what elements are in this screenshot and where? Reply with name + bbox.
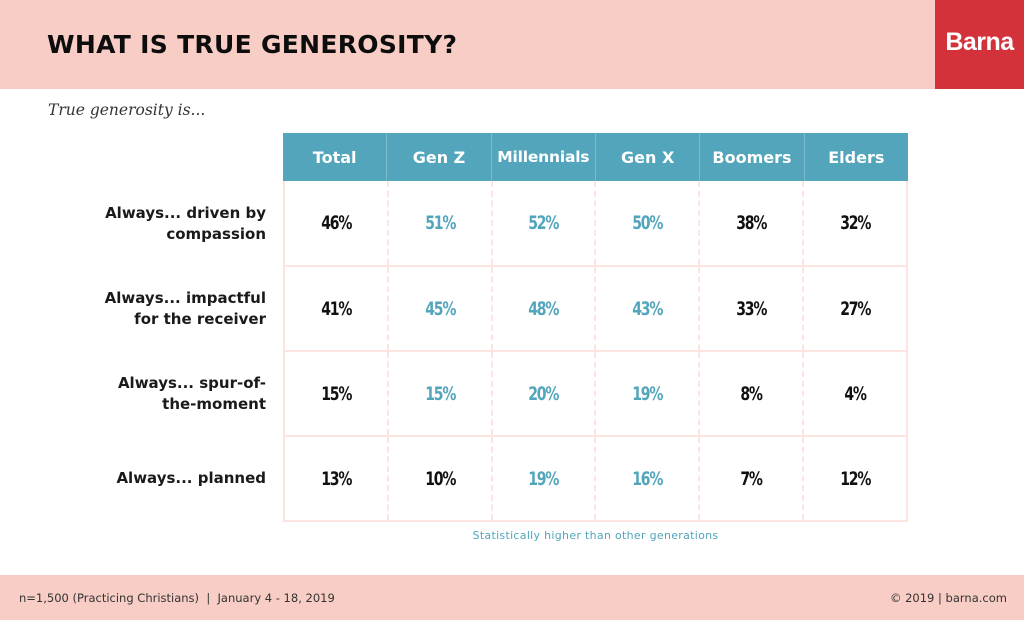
- row-labels: Always... driven by compassion Always... …: [60, 181, 266, 521]
- chart-subtitle: True generosity is...: [48, 101, 206, 119]
- table-cell-highlighted: 16%: [594, 437, 698, 520]
- table-cell: 38%: [698, 181, 802, 265]
- footer-band: n=1,500 (Practicing Christians) | Januar…: [0, 575, 1024, 620]
- table-cell-highlighted: 48%: [490, 267, 595, 350]
- table-cell-highlighted: 45%: [386, 267, 491, 350]
- table-body: 46% 51% 52% 50% 38% 32% 41% 45% 48% 43% …: [283, 181, 908, 522]
- column-header-elders: Elders: [803, 133, 908, 181]
- table-header: Total Gen Z Millennials Gen X Boomers El…: [283, 133, 908, 181]
- table-cell-highlighted: 20%: [490, 352, 595, 435]
- table-cell-highlighted: 52%: [490, 181, 595, 265]
- table-cell-highlighted: 19%: [594, 352, 698, 435]
- brand-logo-box: Barna: [935, 0, 1024, 89]
- table-cell-highlighted: 19%: [490, 437, 595, 520]
- column-header-total: Total: [312, 147, 357, 167]
- brand-logo: Barna: [945, 27, 1014, 56]
- table-row: 15% 15% 20% 19% 8% 4%: [285, 350, 906, 435]
- table-cell: 8%: [698, 352, 802, 435]
- table-cell-highlighted: 43%: [594, 267, 698, 350]
- row-label: Always... planned: [116, 469, 266, 487]
- column-header-millennials: Millennials: [490, 133, 595, 181]
- table-row: 46% 51% 52% 50% 38% 32%: [285, 181, 906, 265]
- column-header-gen-z: Gen Z: [386, 133, 490, 181]
- column-header-gen-x: Gen X: [594, 133, 699, 181]
- row-label: Always... driven by compassion: [105, 203, 266, 243]
- footer-source: n=1,500 (Practicing Christians) | Januar…: [19, 591, 335, 605]
- table-cell: 13%: [320, 467, 352, 490]
- row-label: Always... spur-of-the-moment: [117, 373, 266, 413]
- table-cell: 33%: [698, 267, 802, 350]
- table-cell-highlighted: 51%: [386, 181, 491, 265]
- table-cell: 7%: [698, 437, 802, 520]
- table-cell: 46%: [320, 212, 352, 234]
- row-label: Always... impactful for the receiver: [104, 288, 266, 328]
- table-cell-highlighted: 50%: [594, 181, 698, 265]
- table-cell: 12%: [802, 437, 906, 520]
- header-band: WHAT IS TRUE GENEROSITY? Barna: [0, 0, 1024, 89]
- table-cell: 41%: [320, 297, 352, 320]
- table-cell: 32%: [802, 181, 906, 265]
- table-row: 41% 45% 48% 43% 33% 27%: [285, 265, 906, 350]
- table-cell: 10%: [386, 437, 491, 520]
- table-cell: 4%: [802, 352, 906, 435]
- page-title: WHAT IS TRUE GENEROSITY?: [47, 30, 458, 59]
- table-cell-highlighted: 15%: [386, 352, 491, 435]
- highlight-legend-note: Statistically higher than other generati…: [472, 529, 719, 542]
- table-cell: 15%: [320, 382, 352, 405]
- data-table: Total Gen Z Millennials Gen X Boomers El…: [283, 133, 908, 522]
- column-header-boomers: Boomers: [699, 133, 803, 181]
- footer-copyright: © 2019 | barna.com: [889, 591, 1007, 605]
- table-cell: 27%: [802, 267, 906, 350]
- table-row: 13% 10% 19% 16% 7% 12%: [285, 435, 906, 520]
